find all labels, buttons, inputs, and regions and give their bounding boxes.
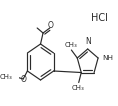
Text: O: O	[48, 22, 54, 31]
Text: CH₃: CH₃	[64, 42, 77, 48]
Text: NH: NH	[102, 55, 113, 61]
Text: O: O	[21, 75, 27, 84]
Text: CH₃: CH₃	[0, 74, 12, 80]
Text: CH₃: CH₃	[72, 84, 84, 91]
Text: N: N	[85, 37, 91, 46]
Text: HCl: HCl	[91, 13, 108, 23]
